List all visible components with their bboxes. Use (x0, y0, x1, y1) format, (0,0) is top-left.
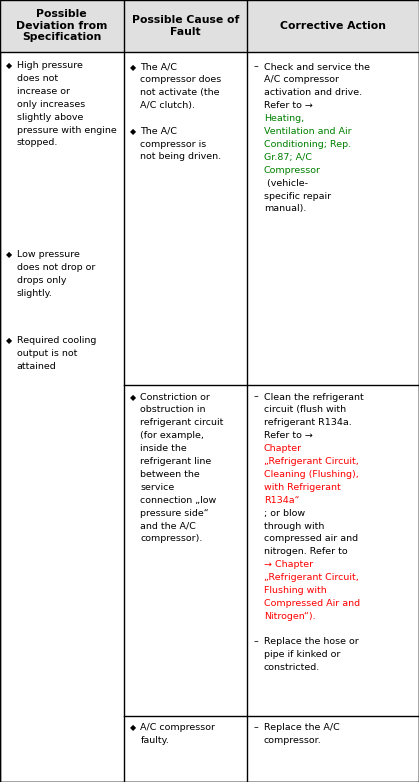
Text: connection „low: connection „low (140, 496, 217, 505)
Text: refrigerant line: refrigerant line (140, 457, 212, 466)
Text: High pressure: High pressure (17, 61, 83, 70)
Text: does not: does not (17, 74, 58, 83)
Text: A/C clutch).: A/C clutch). (140, 101, 195, 110)
Text: Low pressure: Low pressure (17, 250, 80, 260)
Text: faulty.: faulty. (140, 737, 169, 745)
Text: nitrogen. Refer to: nitrogen. Refer to (264, 547, 348, 557)
Text: Cleaning (Flushing),: Cleaning (Flushing), (264, 470, 359, 479)
Text: does not drop or: does not drop or (17, 263, 95, 272)
Text: inside the: inside the (140, 444, 187, 454)
Text: ◆: ◆ (129, 127, 136, 136)
Text: Check and service the: Check and service the (264, 63, 370, 72)
Text: compressor does: compressor does (140, 75, 222, 84)
Text: compressor).: compressor). (140, 535, 203, 543)
Text: pipe if kinked or: pipe if kinked or (264, 651, 340, 659)
Text: with Refrigerant: with Refrigerant (264, 482, 341, 492)
Text: Constriction or: Constriction or (140, 393, 210, 402)
Text: (for example,: (for example, (140, 431, 204, 440)
Text: ◆: ◆ (129, 723, 136, 733)
Text: –: – (253, 393, 258, 402)
Text: Replace the A/C: Replace the A/C (264, 723, 340, 733)
Text: not activate (the: not activate (the (140, 88, 220, 98)
Text: Nitrogen“).: Nitrogen“). (264, 612, 316, 621)
Text: ◆: ◆ (6, 61, 12, 70)
Text: stopped.: stopped. (17, 138, 58, 148)
Text: not being driven.: not being driven. (140, 152, 222, 162)
Text: constricted.: constricted. (264, 663, 320, 673)
Text: output is not: output is not (17, 349, 77, 358)
Text: compressor.: compressor. (264, 737, 322, 745)
Text: and the A/C: and the A/C (140, 522, 196, 531)
Text: attained: attained (17, 362, 57, 371)
Text: „Refrigerant Circuit,: „Refrigerant Circuit, (264, 573, 359, 583)
Text: pressure side“: pressure side“ (140, 509, 209, 518)
Text: Corrective Action: Corrective Action (280, 21, 386, 30)
Text: manual).: manual). (264, 204, 306, 213)
Text: –: – (253, 637, 258, 647)
Text: slightly above: slightly above (17, 113, 83, 122)
Text: R134a“: R134a“ (264, 496, 300, 505)
Text: Gr.87; A/C: Gr.87; A/C (264, 152, 312, 162)
Text: Conditioning; Rep.: Conditioning; Rep. (264, 140, 351, 149)
Text: Possible
Deviation from
Specification: Possible Deviation from Specification (16, 9, 108, 42)
Text: refrigerant circuit: refrigerant circuit (140, 418, 224, 428)
Text: A/C compressor: A/C compressor (264, 75, 339, 84)
Text: ; or blow: ; or blow (264, 509, 305, 518)
Text: Required cooling: Required cooling (17, 336, 96, 346)
Text: activation and drive.: activation and drive. (264, 88, 362, 98)
Text: Replace the hose or: Replace the hose or (264, 637, 359, 647)
Text: A/C compressor: A/C compressor (140, 723, 215, 733)
Text: The A/C: The A/C (140, 63, 177, 72)
Text: ◆: ◆ (6, 336, 12, 346)
Text: ◆: ◆ (129, 63, 136, 72)
Text: Refer to →: Refer to → (264, 431, 316, 440)
Text: specific repair: specific repair (264, 192, 331, 201)
Text: compressor is: compressor is (140, 139, 207, 149)
Text: Ventilation and Air: Ventilation and Air (264, 127, 352, 136)
Text: Heating,: Heating, (264, 114, 304, 124)
Text: refrigerant R134a.: refrigerant R134a. (264, 418, 352, 428)
Text: ◆: ◆ (129, 393, 136, 402)
Text: circuit (flush with: circuit (flush with (264, 405, 346, 414)
Text: Compressed Air and: Compressed Air and (264, 599, 360, 608)
Text: through with: through with (264, 522, 324, 531)
Text: → Chapter: → Chapter (264, 560, 313, 569)
Text: pressure with engine: pressure with engine (17, 125, 116, 135)
Text: Possible Cause of
Fault: Possible Cause of Fault (132, 15, 239, 37)
Text: „Refrigerant Circuit,: „Refrigerant Circuit, (264, 457, 359, 466)
Text: increase or: increase or (17, 87, 70, 96)
Text: compressed air and: compressed air and (264, 535, 358, 543)
Text: slightly.: slightly. (17, 289, 53, 298)
Text: drops only: drops only (17, 276, 66, 285)
Text: Chapter: Chapter (264, 444, 302, 454)
Text: Compressor: Compressor (264, 166, 321, 175)
Text: The A/C: The A/C (140, 127, 177, 136)
Text: between the: between the (140, 470, 200, 479)
Text: only increases: only increases (17, 99, 85, 109)
Text: Clean the refrigerant: Clean the refrigerant (264, 393, 364, 402)
Text: –: – (253, 723, 258, 733)
Text: obstruction in: obstruction in (140, 405, 206, 414)
Text: Flushing with: Flushing with (264, 586, 327, 595)
Bar (0, 0, 419, 52)
Text: ◆: ◆ (6, 250, 12, 260)
Text: –: – (253, 63, 258, 72)
Text: service: service (140, 482, 175, 492)
Text: (vehicle-: (vehicle- (264, 178, 308, 188)
Text: Refer to →: Refer to → (264, 101, 316, 110)
